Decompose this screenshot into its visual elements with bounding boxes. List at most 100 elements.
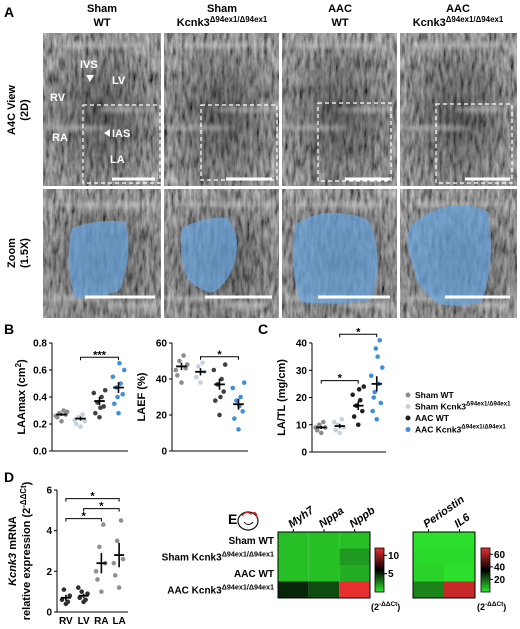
x-tick-label: LV xyxy=(78,616,90,627)
legend-label-part: AAC Kcnk3 xyxy=(415,425,462,435)
column-header: Kcnk3Δ94ex1/Δ94ex1 xyxy=(413,15,504,29)
row-label-part: AAC WT xyxy=(234,569,274,580)
data-point xyxy=(120,392,125,397)
data-point xyxy=(356,387,362,392)
heatmap-cell xyxy=(278,581,309,598)
y-tick-label: 0 xyxy=(161,447,167,458)
legend-label-part: Sham WT xyxy=(415,390,455,400)
heatmap-cell xyxy=(444,548,475,565)
y-tick-label: 2 xyxy=(46,567,52,578)
row-label: (2D) xyxy=(19,99,31,121)
data-point xyxy=(236,427,241,432)
la-area xyxy=(407,205,491,306)
colorbar-label-part: (2 xyxy=(371,602,379,612)
colorbar-tick-label: 60 xyxy=(494,550,506,561)
data-point xyxy=(97,414,102,420)
data-point xyxy=(222,362,228,367)
data-point xyxy=(102,387,108,393)
heatmap-cell xyxy=(444,581,475,598)
column-label: Nppa xyxy=(317,505,346,531)
column-header: WT xyxy=(93,17,110,29)
data-point xyxy=(221,389,226,394)
data-point xyxy=(79,589,84,594)
echo-tissue xyxy=(287,201,392,208)
data-point xyxy=(198,380,203,385)
y-axis-label-part: 2 xyxy=(14,362,23,367)
y-tick-label: 0.2 xyxy=(33,420,47,431)
heatmap-cell xyxy=(308,532,340,549)
colorbar-label: (2-ΔΔCt) xyxy=(371,601,400,612)
data-point xyxy=(333,427,338,433)
heatmap-cell xyxy=(339,565,370,582)
data-point xyxy=(114,538,120,544)
y-axis-label-part: relative expression (2 xyxy=(21,508,33,621)
column-header: WT xyxy=(331,17,348,29)
y-tick-label: 4 xyxy=(46,526,52,537)
echo-tissue xyxy=(215,302,274,309)
data-point xyxy=(118,381,123,386)
y-tick-label: 6 xyxy=(46,486,52,497)
legend-marker xyxy=(405,427,411,432)
heatmap-cell xyxy=(413,548,444,565)
column-label: Nppb xyxy=(348,504,378,530)
row-label-part: Sham WT xyxy=(228,536,274,547)
data-point xyxy=(213,398,218,403)
y-tick-label: 0 xyxy=(46,608,52,619)
data-point xyxy=(110,374,116,380)
legend-label: AAC Kcnk3Δ94ex1/Δ94ex1 xyxy=(415,424,506,435)
data-point xyxy=(337,430,343,436)
heatmap-cell xyxy=(278,532,309,549)
row-label: AAC WT xyxy=(234,569,274,580)
legend-marker xyxy=(405,392,411,398)
data-point xyxy=(375,354,380,359)
data-point xyxy=(361,384,367,389)
y-axis-label-part: LAAmax (cm xyxy=(16,367,28,434)
data-point xyxy=(64,409,70,415)
echo-tissue xyxy=(287,42,392,49)
data-point xyxy=(232,416,237,421)
echo-tissue xyxy=(452,106,512,113)
data-point xyxy=(121,367,127,373)
column-header-part: Kcnk3 xyxy=(177,17,210,29)
y-tick-label: 10 xyxy=(296,420,308,431)
arrow-head xyxy=(86,75,94,82)
data-point xyxy=(175,373,180,378)
y-axis-label-part: ) xyxy=(21,481,33,485)
significance-bracket xyxy=(65,518,102,522)
row-label-part: Sham Kcnk3 xyxy=(162,552,222,563)
column-header: AAC xyxy=(446,3,470,15)
data-point xyxy=(80,412,85,417)
data-point xyxy=(230,385,236,391)
heatmap-cell xyxy=(308,548,340,565)
y-axis-label-part: mRNA xyxy=(7,516,19,553)
y-tick-label: 40 xyxy=(296,339,308,350)
data-point xyxy=(360,408,365,414)
data-point xyxy=(61,408,66,413)
data-point xyxy=(101,522,106,527)
data-point xyxy=(339,417,345,422)
row-label: Sham WT xyxy=(228,536,274,547)
data-point xyxy=(350,392,356,398)
anatomy-label: RA xyxy=(52,132,68,144)
data-point xyxy=(116,585,122,590)
data-point xyxy=(93,410,98,416)
panel-label: E xyxy=(228,511,237,527)
x-tick-label: LA xyxy=(112,616,125,627)
data-point xyxy=(179,380,184,385)
row-label: Zoom xyxy=(6,238,18,268)
data-point xyxy=(194,374,199,380)
column-header: Sham xyxy=(207,3,237,15)
anatomy-label: LV xyxy=(112,75,126,87)
y-tick-label: 0.4 xyxy=(33,393,47,404)
panel-label: B xyxy=(4,321,14,337)
data-point xyxy=(115,394,120,400)
y-axis-label-part: -ΔΔCt xyxy=(19,485,28,508)
heatmap-cell xyxy=(339,532,370,549)
data-point xyxy=(355,422,361,428)
legend-label-part: Δ94ex1/Δ94ex1 xyxy=(461,424,506,431)
significance-bracket xyxy=(65,498,120,502)
data-point xyxy=(241,380,247,385)
legend-marker xyxy=(405,404,411,409)
y-tick-label: 0.0 xyxy=(33,447,47,458)
legend-label: Sham WT xyxy=(415,390,455,400)
